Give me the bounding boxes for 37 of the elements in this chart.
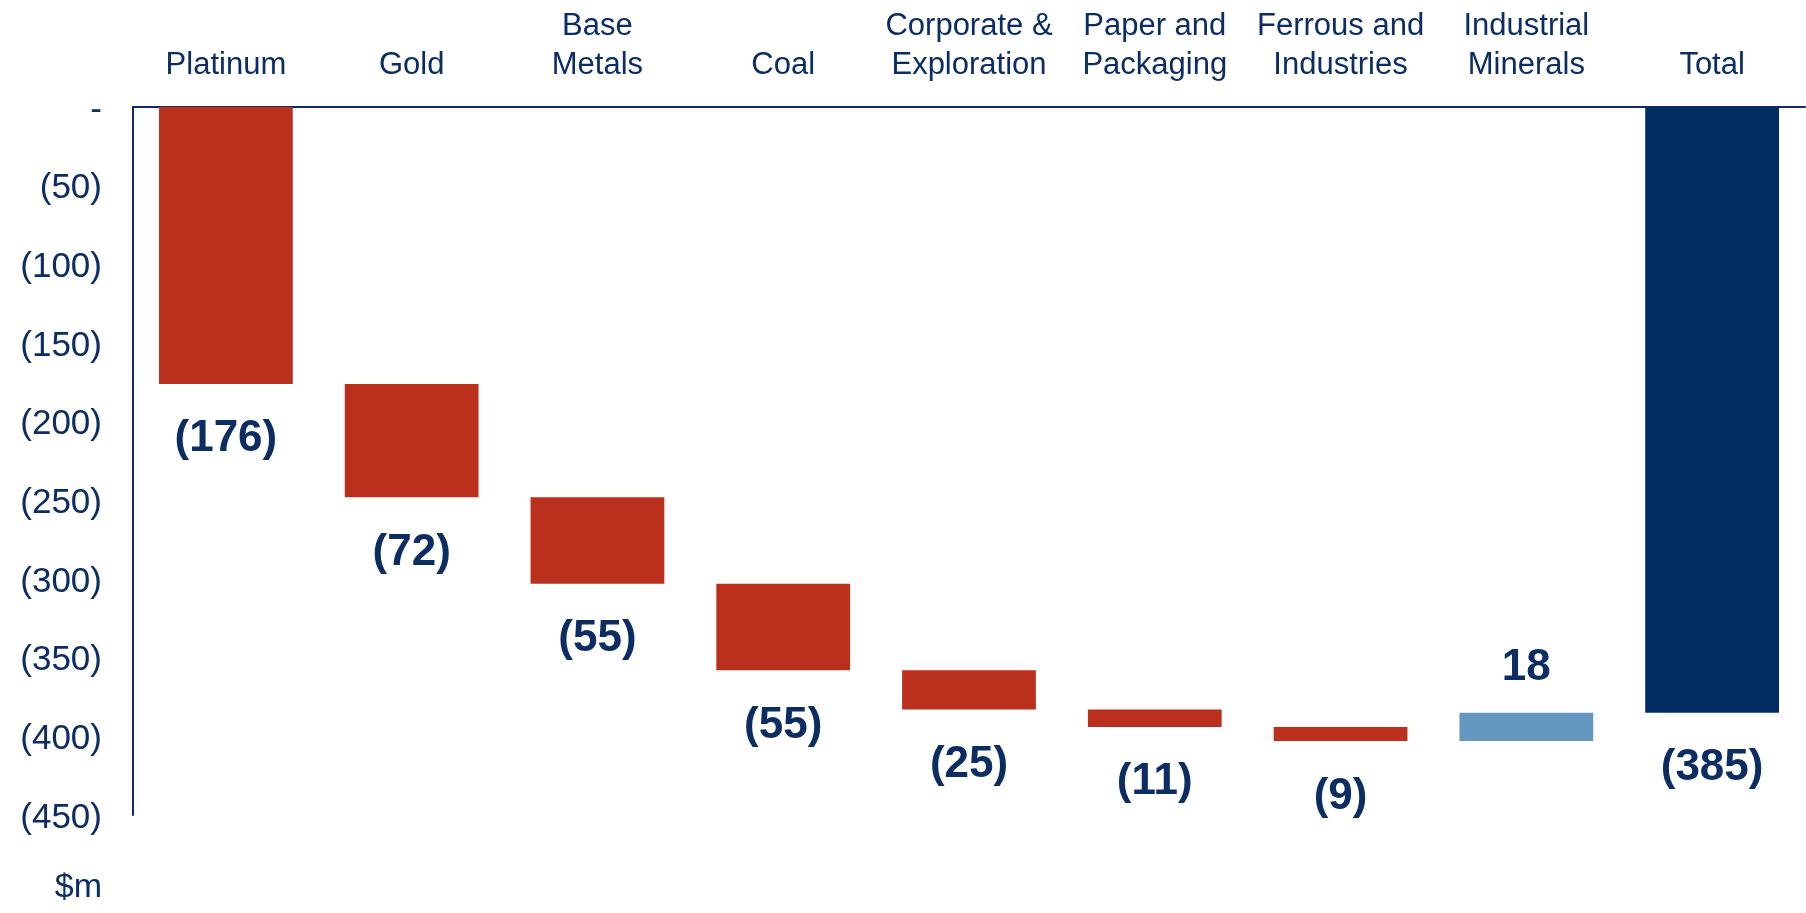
bar <box>902 670 1036 710</box>
y-tick-label: (450) <box>20 795 102 835</box>
y-tick-label: (400) <box>20 716 102 756</box>
bar <box>1273 726 1408 742</box>
bar <box>1459 712 1594 742</box>
y-tick-label: (100) <box>20 244 102 284</box>
x-tick-label: Gold <box>378 46 445 81</box>
data-label: (9) <box>1313 768 1368 818</box>
bar <box>716 583 851 671</box>
y-tick-label: - <box>90 87 102 127</box>
data-label: (55) <box>558 611 637 661</box>
data-label: (385) <box>1660 740 1764 790</box>
x-tick-label: Coal <box>751 46 816 81</box>
y-axis-title: $m <box>54 866 102 904</box>
bar <box>344 383 479 498</box>
data-label: 18 <box>1501 640 1551 690</box>
y-tick-label: (300) <box>20 559 102 599</box>
data-label: (176) <box>174 411 278 461</box>
y-tick-label: (250) <box>20 480 102 520</box>
bar <box>1087 709 1222 727</box>
x-tick-label: Platinum <box>165 46 287 81</box>
data-label: (11) <box>1116 754 1193 804</box>
x-tick-label: Base Metals <box>551 7 644 81</box>
y-tick-label: (50) <box>39 166 102 206</box>
data-label: (72) <box>372 524 451 574</box>
x-tick-label: Industrial Minerals <box>1463 7 1590 81</box>
bar <box>159 107 293 384</box>
x-tick-label: Paper and Packaging <box>1082 7 1228 81</box>
x-tick-label: Ferrous and Industries <box>1256 7 1425 81</box>
y-tick-label: (350) <box>20 638 102 678</box>
x-tick-label: Total <box>1679 46 1745 81</box>
y-tick-label: (200) <box>20 402 102 442</box>
bar <box>530 497 665 584</box>
x-tick-label: Corporate & Exploration <box>885 7 1053 81</box>
data-label: (55) <box>744 697 823 747</box>
data-label: (25) <box>929 737 1009 787</box>
y-tick-label: (150) <box>20 323 102 363</box>
